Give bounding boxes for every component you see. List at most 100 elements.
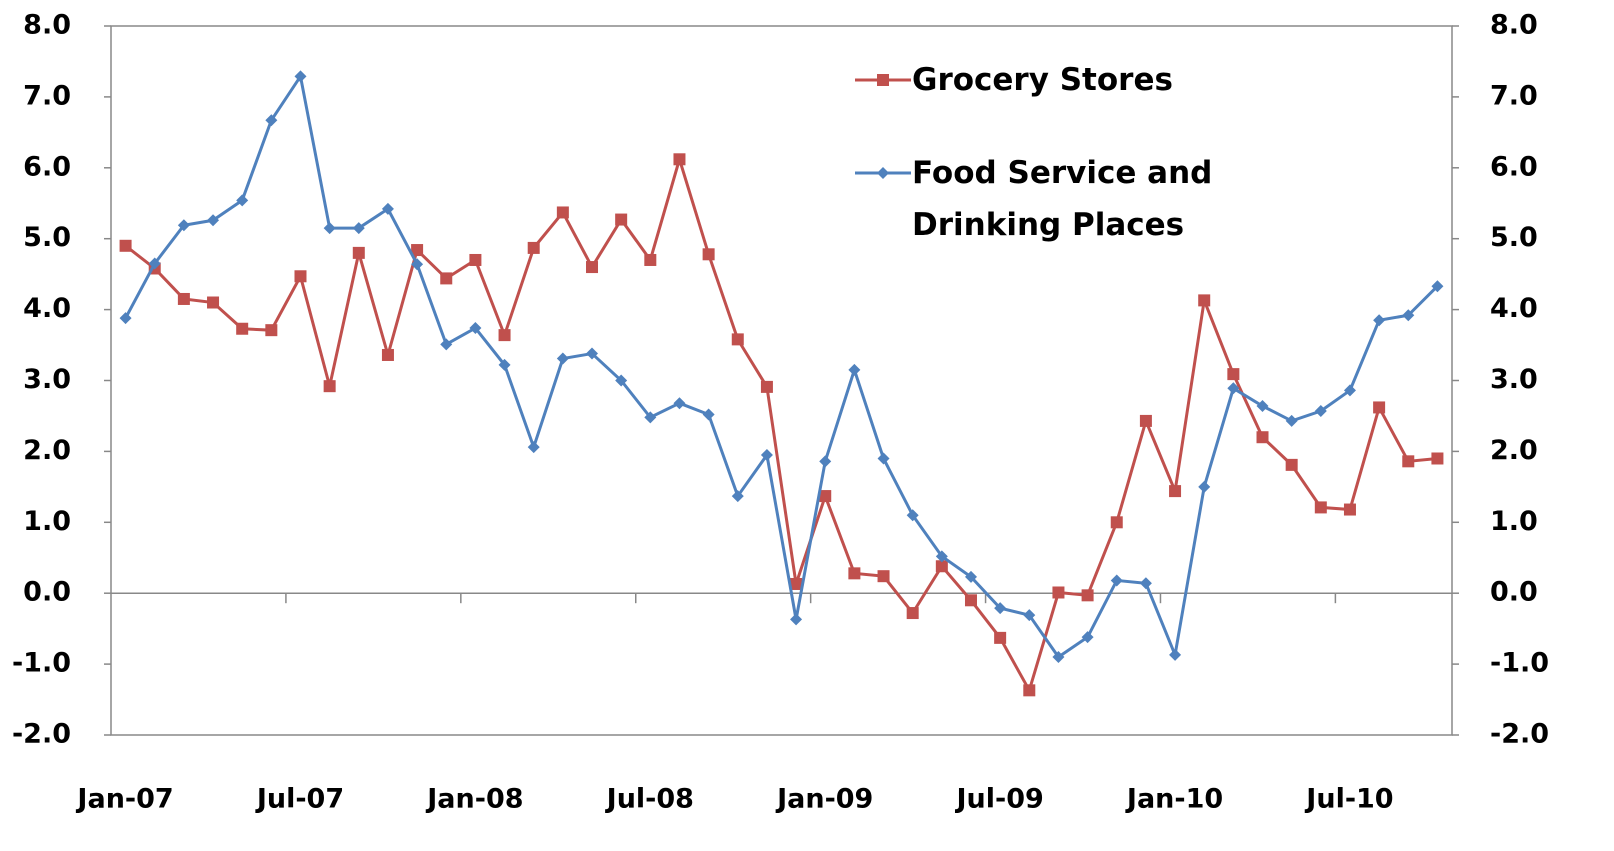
- data-point: [1198, 480, 1211, 493]
- data-point: [1402, 309, 1415, 322]
- series-line: [124, 154, 1438, 695]
- data-point: [819, 490, 832, 503]
- y-tick-label: 1.0: [23, 506, 71, 537]
- y-tick-label: 3.0: [23, 364, 71, 395]
- data-point: [586, 347, 599, 360]
- data-point: [1139, 414, 1152, 427]
- data-point: [1081, 589, 1094, 602]
- data-point: [1139, 577, 1152, 590]
- data-point: [207, 296, 220, 309]
- data-point: [498, 358, 511, 371]
- data-point: [848, 363, 861, 376]
- data-point: [1431, 452, 1444, 465]
- data-point: [702, 408, 715, 421]
- x-tick-label: Jul-08: [605, 784, 694, 815]
- data-point: [1052, 586, 1065, 599]
- data-point: [877, 570, 890, 583]
- y-tick-label: 8.0: [23, 10, 71, 41]
- data-point: [615, 374, 628, 387]
- data-point: [265, 114, 278, 127]
- data-point: [644, 411, 657, 424]
- data-point: [177, 292, 190, 305]
- data-point: [1169, 648, 1182, 661]
- legend-label: Grocery Stores: [912, 62, 1173, 98]
- x-tick-label: Jul-09: [954, 784, 1043, 815]
- y2-tick-label: -2.0: [1490, 719, 1549, 750]
- data-point: [411, 258, 424, 271]
- legend-marker: [877, 167, 889, 179]
- data-point: [381, 202, 394, 215]
- data-point: [236, 322, 249, 335]
- x-tick-label: Jul-10: [1304, 784, 1393, 815]
- data-point: [1285, 414, 1298, 427]
- data-point: [877, 452, 890, 465]
- data-point: [119, 312, 132, 325]
- y2-tick-label: -1.0: [1490, 648, 1549, 679]
- data-point: [731, 490, 744, 503]
- data-point: [673, 397, 686, 410]
- y-tick-label: 2.0: [23, 435, 71, 466]
- data-point: [323, 380, 336, 393]
- y-tick-label: 6.0: [23, 151, 71, 182]
- data-point: [819, 455, 832, 468]
- series-line: [124, 72, 1439, 661]
- data-point: [1314, 404, 1327, 417]
- x-tick-label: Jul-07: [255, 784, 344, 815]
- x-tick-label: Jan-09: [775, 784, 873, 815]
- y-tick-label: -1.0: [12, 648, 71, 679]
- data-point: [236, 194, 249, 207]
- data-point: [381, 348, 394, 361]
- legend-marker: [877, 74, 889, 86]
- data-point: [1373, 401, 1386, 414]
- data-point: [906, 509, 919, 522]
- y2-tick-label: 1.0: [1490, 506, 1538, 537]
- data-point: [294, 270, 307, 283]
- data-point: [1227, 382, 1240, 395]
- legend-label: Food Service and Drinking Places: [912, 155, 1213, 243]
- data-point: [1227, 368, 1240, 381]
- data-point: [498, 329, 511, 342]
- data-point: [469, 322, 482, 335]
- data-point: [527, 441, 540, 454]
- data-point: [1314, 501, 1327, 514]
- data-point: [615, 213, 628, 226]
- y-tick-label: 0.0: [23, 577, 71, 608]
- data-point: [935, 550, 948, 563]
- data-point: [440, 272, 453, 285]
- y-tick-label: -2.0: [12, 719, 71, 750]
- data-point: [935, 560, 948, 573]
- data-point: [1431, 280, 1444, 293]
- data-point: [440, 338, 453, 351]
- data-point: [352, 222, 365, 235]
- data-point: [1110, 516, 1123, 529]
- data-point: [994, 631, 1007, 644]
- data-point: [1110, 574, 1123, 587]
- data-point: [1052, 651, 1065, 664]
- data-point: [1023, 609, 1036, 622]
- y2-tick-label: 5.0: [1490, 222, 1538, 253]
- data-point: [265, 324, 278, 337]
- data-point: [556, 206, 569, 219]
- data-point: [556, 352, 569, 365]
- data-point: [644, 253, 657, 266]
- data-point: [148, 257, 161, 270]
- data-point: [411, 244, 424, 257]
- y2-tick-label: 2.0: [1490, 435, 1538, 466]
- data-point: [760, 380, 773, 393]
- data-point: [1169, 485, 1182, 498]
- y-tick-label: 7.0: [23, 80, 71, 111]
- data-point: [469, 253, 482, 266]
- data-point: [1198, 294, 1211, 307]
- data-point: [1285, 458, 1298, 471]
- data-point: [1402, 455, 1415, 468]
- data-point: [1373, 314, 1386, 327]
- data-point: [1081, 631, 1094, 644]
- data-point: [673, 153, 686, 166]
- data-point: [207, 214, 220, 227]
- data-point: [586, 261, 599, 274]
- data-point: [1256, 431, 1269, 444]
- data-point: [790, 577, 803, 590]
- data-point: [731, 333, 744, 346]
